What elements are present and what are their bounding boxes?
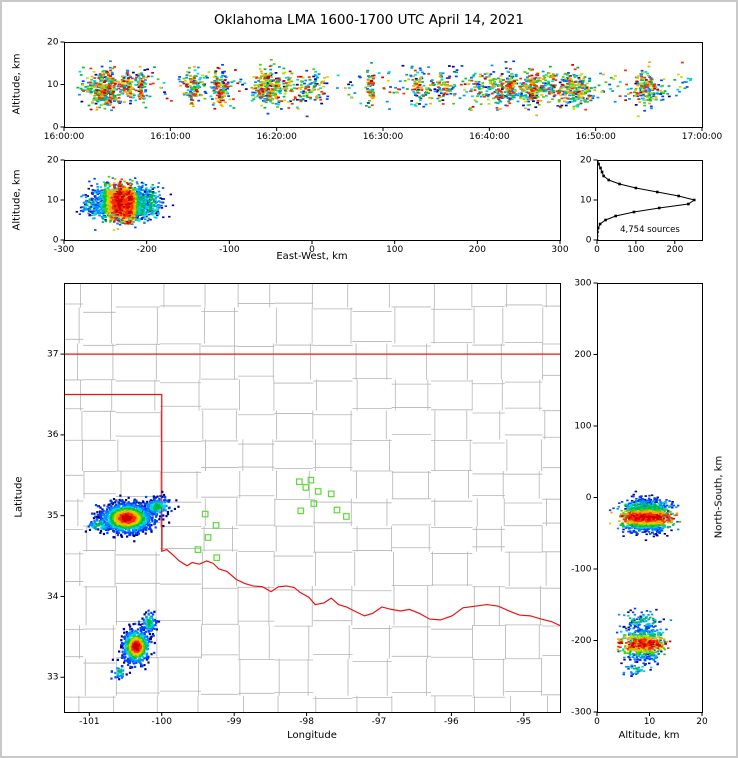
lma-figure: Oklahoma LMA 1600-1700 UTC April 14, 202… <box>0 0 738 758</box>
lma-multi-panel-plot-canvas <box>2 2 736 756</box>
